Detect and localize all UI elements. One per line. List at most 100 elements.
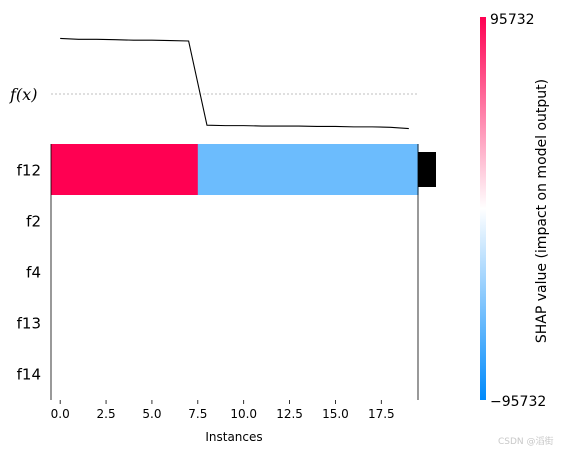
heatmap-cells	[51, 144, 419, 399]
heatmap-cell	[142, 195, 162, 246]
heatmap-cell	[307, 246, 327, 297]
heatmap-cell	[216, 246, 236, 297]
colorbar: 95732 −95732 SHAP value (impact on model…	[480, 12, 550, 410]
colorbar-gradient	[480, 17, 486, 400]
heatmap-cell	[197, 144, 217, 195]
heatmap-cell	[87, 195, 107, 246]
heatmap-cell	[289, 246, 309, 297]
heatmap-cell	[69, 246, 89, 297]
heatmap-cell	[106, 144, 125, 195]
heatmap-cell	[216, 348, 236, 399]
heatmap-cell	[216, 195, 236, 246]
x-tick-label: 5.0	[142, 407, 161, 421]
heatmap-cell	[106, 195, 125, 246]
x-tick-label: 7.5	[188, 407, 207, 421]
feature-label-f13: f13	[17, 315, 41, 333]
heatmap-cell	[161, 144, 181, 195]
heatmap-cell	[87, 246, 107, 297]
heatmap-cell	[362, 195, 382, 246]
heatmap-cell	[234, 297, 254, 348]
heatmap-cell	[124, 348, 144, 399]
x-tick-label: 12.5	[276, 407, 303, 421]
heatmap-cell	[252, 144, 272, 195]
feature-label-f14: f14	[17, 366, 41, 384]
heatmap-cell	[344, 246, 364, 297]
feature-label-f12: f12	[17, 162, 41, 180]
heatmap-cell	[87, 348, 107, 399]
heatmap-cell	[399, 246, 419, 297]
x-tick-label: 2.5	[97, 407, 116, 421]
heatmap-cell	[271, 246, 291, 297]
heatmap-cell	[51, 348, 70, 399]
heatmap-cell	[271, 348, 291, 399]
x-tick-label: 10.0	[230, 407, 257, 421]
heatmap-cell	[106, 348, 125, 399]
heatmap-cell	[234, 348, 254, 399]
heatmap-cell	[124, 297, 144, 348]
heatmap-cell	[51, 246, 70, 297]
heatmap-cell	[271, 195, 291, 246]
heatmap-cell	[344, 195, 364, 246]
heatmap-cell	[252, 195, 272, 246]
heatmap-cell	[87, 297, 107, 348]
heatmap-cell	[344, 297, 364, 348]
heatmap-cell	[179, 246, 199, 297]
colorbar-min-label: −95732	[490, 394, 546, 410]
x-tick-label: 15.0	[322, 407, 349, 421]
heatmap-cell	[362, 246, 382, 297]
fx-line	[60, 37, 409, 130]
colorbar-title: SHAP value (impact on model output)	[534, 79, 550, 343]
heatmap-cell	[197, 195, 217, 246]
feature-labels: f12 f2 f4 f13 f14	[17, 162, 41, 384]
heatmap-cell	[51, 144, 70, 195]
heatmap-cell	[307, 297, 327, 348]
heatmap-cell	[161, 348, 181, 399]
heatmap-cell	[142, 297, 162, 348]
watermark: CSDN @滔街	[498, 435, 554, 447]
heatmap-cell	[362, 297, 382, 348]
colorbar-max-label: 95732	[490, 12, 535, 28]
heatmap-cell	[399, 348, 419, 399]
heatmap-cell	[289, 144, 309, 195]
heatmap-cell	[124, 144, 144, 195]
x-tick-label: 0.0	[51, 407, 70, 421]
heatmap-cell	[216, 297, 236, 348]
heatmap-cell	[69, 348, 89, 399]
heatmap-cell	[326, 348, 346, 399]
heatmap-cell	[124, 246, 144, 297]
heatmap-cell	[307, 348, 327, 399]
heatmap-cell	[106, 246, 125, 297]
importance-bar-f12	[418, 152, 436, 187]
heatmap-cell	[381, 144, 401, 195]
heatmap-cell	[106, 297, 125, 348]
heatmap-cell	[161, 195, 181, 246]
feature-label-f4: f4	[26, 264, 41, 282]
fx-panel: f(x)	[9, 37, 418, 130]
heatmap-cell	[234, 195, 254, 246]
feature-label-f2: f2	[26, 213, 41, 231]
heatmap-cell	[69, 195, 89, 246]
heatmap-cell	[197, 348, 217, 399]
heatmap-cell	[216, 144, 236, 195]
x-axis-title: Instances	[205, 430, 262, 444]
heatmap-cell	[326, 246, 346, 297]
heatmap-cell	[179, 195, 199, 246]
heatmap-cell	[234, 144, 254, 195]
heatmap-cell	[344, 348, 364, 399]
heatmap-cell	[289, 348, 309, 399]
heatmap-cell	[142, 348, 162, 399]
heatmap-cell	[69, 297, 89, 348]
heatmap-cell	[51, 195, 70, 246]
heatmap-cell	[252, 348, 272, 399]
heatmap-cell	[289, 195, 309, 246]
heatmap-cell	[381, 246, 401, 297]
heatmap-cell	[271, 144, 291, 195]
heatmap-cell	[326, 195, 346, 246]
heatmap-cell	[399, 297, 419, 348]
x-tick-label: 17.5	[368, 407, 395, 421]
heatmap-cell	[381, 195, 401, 246]
heatmap-cell	[271, 297, 291, 348]
heatmap-cell	[51, 297, 70, 348]
heatmap-cell	[179, 144, 199, 195]
